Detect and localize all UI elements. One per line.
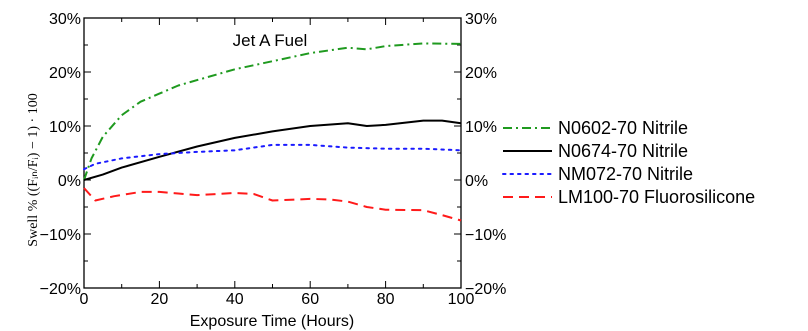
x-tick-label: 20 — [151, 291, 169, 308]
x-tick-label: 0 — [80, 291, 89, 308]
y-axis-title: Swell % ((Fᵢₙ/Fᵢ) − 1) · 100 — [26, 93, 41, 246]
y-tick-label-right: −10% — [465, 227, 506, 244]
x-tick-label: 80 — [377, 291, 395, 308]
axis-ticks — [83, 17, 462, 289]
y-tick-label-right: 10% — [465, 119, 497, 136]
y-tick-label-right: −20% — [465, 281, 506, 298]
y-tick-label-right: 20% — [465, 65, 497, 82]
legend-label-n0602-70-nitrile: N0602-70 Nitrile — [558, 118, 688, 138]
y-tick-label-left: 30% — [49, 11, 81, 28]
legend-label-n0674-70-nitrile: N0674-70 Nitrile — [558, 141, 688, 161]
tick-labels: 0 20 40 60 80 100−20% −20%−10% −10%0% 0%10% 10%20… — [40, 11, 507, 308]
y-tick-label-left: 20% — [49, 65, 81, 82]
x-axis-title: Exposure Time (Hours) — [190, 313, 355, 330]
chart-title: Jet A Fuel — [233, 31, 308, 50]
y-tick-label-right: 30% — [465, 11, 497, 28]
y-tick-label-right: 0% — [465, 173, 488, 190]
x-tick-label: 40 — [226, 291, 244, 308]
y-tick-label-left: 0% — [58, 173, 81, 190]
legend: N0602-70 Nitrile N0674-70 Nitrile NM072-70… — [502, 118, 755, 207]
series-line-nm072-70-nitrile — [83, 143, 462, 171]
y-tick-label-left: −10% — [40, 227, 81, 244]
legend-label-nm072-70-nitrile: NM072-70 Nitrile — [558, 164, 693, 184]
series-line-lm100-70-fluorosilicone — [83, 187, 462, 222]
x-tick-label: 60 — [301, 291, 319, 308]
plot-border — [83, 17, 462, 289]
x-tick-label: 100 — [448, 291, 475, 308]
series-lines — [83, 42, 462, 222]
series-line-n0602-70-nitrile — [83, 42, 462, 181]
series-line-n0674-70-nitrile — [83, 119, 462, 181]
y-tick-label-left: −20% — [40, 281, 81, 298]
legend-label-lm100-70-fluorosilicone: LM100-70 Fluorosilicone — [558, 187, 755, 207]
plot-frame — [83, 17, 462, 289]
y-tick-label-left: 10% — [49, 119, 81, 136]
